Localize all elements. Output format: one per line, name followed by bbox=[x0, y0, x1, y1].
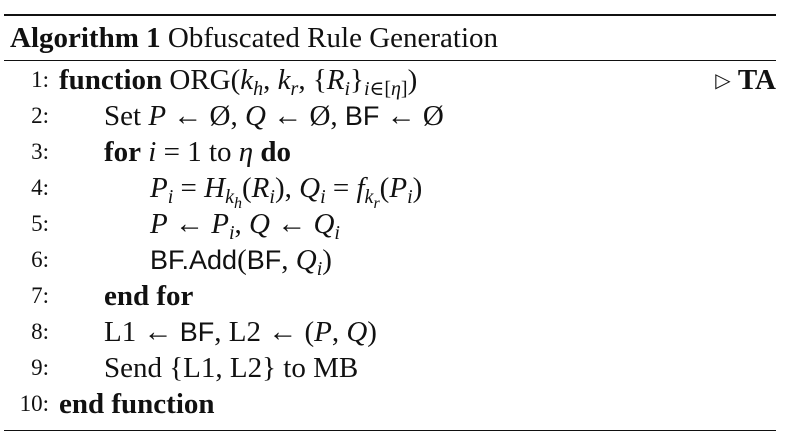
line-number: 7: bbox=[31, 283, 49, 308]
keyword-end-for: end for bbox=[104, 280, 194, 312]
mb-token: MB bbox=[313, 352, 359, 384]
triangle-icon: ▷ bbox=[715, 68, 731, 92]
keyword-end-function: end function bbox=[59, 388, 215, 420]
comment-ta: TA bbox=[737, 64, 776, 96]
algorithm-line-9: 9: Send {L1, L2} to MB bbox=[4, 350, 776, 386]
line-number: 1: bbox=[31, 67, 49, 92]
line-code: Send {L1, L2} to MB bbox=[104, 352, 359, 384]
algorithm-line-6: 6: BF.Add(BF, Qi) bbox=[4, 242, 776, 280]
line-number: 10: bbox=[19, 391, 49, 416]
line-number: 2: bbox=[31, 103, 49, 128]
l1-token: L1 bbox=[183, 352, 216, 384]
line-code: L1 ← BF, L2 ← (P, Q) bbox=[104, 316, 377, 348]
bf-token: BF bbox=[246, 245, 282, 275]
algorithm-label: Algorithm 1 bbox=[10, 22, 161, 54]
algorithm-line-4: 4: Pi = Hkh(Ri), Qi = fkr(Pi) bbox=[4, 170, 776, 212]
line-number: 4: bbox=[31, 175, 49, 200]
line-number: 5: bbox=[31, 211, 49, 236]
line-code: Set P ← Ø, Q ← Ø, BF ← Ø bbox=[104, 100, 444, 132]
l1-token: L1 bbox=[104, 316, 137, 348]
to-word: to bbox=[283, 352, 306, 384]
set-word: Set bbox=[104, 100, 142, 132]
bottom-rule bbox=[4, 430, 776, 431]
bf-token: BF bbox=[344, 101, 380, 131]
algorithm-line-2: 2: Set P ← Ø, Q ← Ø, BF ← Ø bbox=[4, 98, 776, 134]
line-number: 8: bbox=[31, 319, 49, 344]
keyword-do: do bbox=[260, 136, 292, 168]
keyword-for: for bbox=[104, 136, 142, 168]
line-code: Pi = Hkh(Ri), Qi = fkr(Pi) bbox=[150, 172, 423, 212]
algorithm-line-10: 10: end function bbox=[4, 386, 776, 422]
line-number: 9: bbox=[31, 355, 49, 380]
l2-token: L2 bbox=[228, 316, 261, 348]
algorithm-line-7: 7: end for bbox=[4, 278, 776, 314]
top-rule bbox=[4, 14, 776, 16]
caption-rule bbox=[4, 60, 776, 61]
algorithm-line-1: 1: function ORG(kh, kr, {Ri}i∈[η]) ▷ TA bbox=[4, 62, 776, 100]
bf-add-token: BF.Add bbox=[150, 245, 238, 275]
keyword-function: function bbox=[59, 64, 163, 96]
line-number: 3: bbox=[31, 139, 49, 164]
line-number: 6: bbox=[31, 247, 49, 272]
line-code: P ← Pi, Q ← Qi bbox=[150, 208, 340, 244]
to-word: to bbox=[208, 136, 232, 168]
algorithm-line-3: 3: for i = 1 to η do bbox=[4, 134, 776, 170]
line-comment: ▷ TA bbox=[715, 62, 776, 100]
l2-token: L2 bbox=[229, 352, 263, 384]
algorithm-title: Obfuscated Rule Generation bbox=[167, 22, 499, 54]
send-word: Send bbox=[104, 352, 162, 384]
bf-token: BF bbox=[179, 317, 215, 347]
line-code: BF.Add(BF, Qi) bbox=[150, 244, 332, 280]
line-code: function ORG(kh, kr, {Ri}i∈[η]) bbox=[59, 64, 418, 100]
algorithm-line-5: 5: P ← Pi, Q ← Qi bbox=[4, 206, 776, 244]
algorithm-caption: Algorithm 1 Obfuscated Rule Generation bbox=[10, 20, 498, 56]
function-name: ORG bbox=[169, 64, 231, 96]
line-code: for i = 1 to η do bbox=[104, 136, 292, 168]
algorithm-line-8: 8: L1 ← BF, L2 ← (P, Q) bbox=[4, 314, 776, 350]
